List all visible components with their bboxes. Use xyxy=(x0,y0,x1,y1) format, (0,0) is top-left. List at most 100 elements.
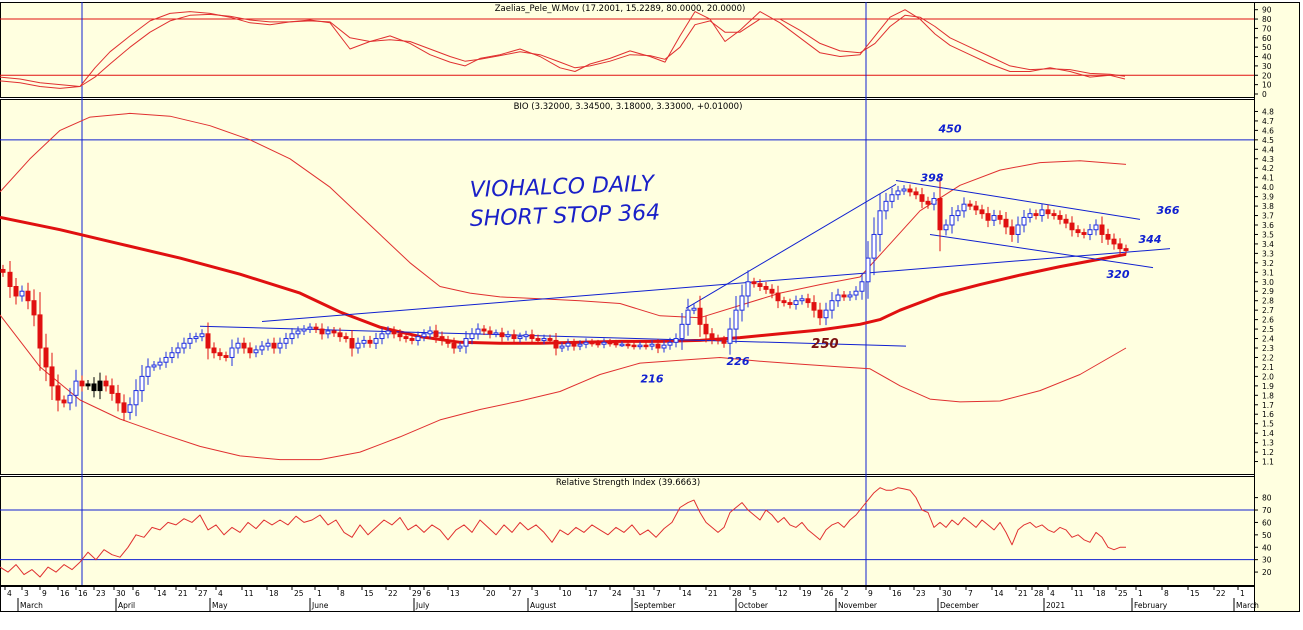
month-label: October xyxy=(738,601,769,610)
x-tick-label: 8 xyxy=(340,589,345,598)
candle-body xyxy=(937,198,943,231)
x-tick-label: 9 xyxy=(868,589,873,598)
candle-body xyxy=(715,338,721,341)
candle-body xyxy=(811,302,817,311)
candle-body xyxy=(847,294,853,298)
candle-body xyxy=(967,203,973,207)
y-tick-label: 70 xyxy=(1262,24,1272,33)
candle-body xyxy=(829,300,835,311)
candle-body xyxy=(631,344,637,348)
month-label: November xyxy=(838,601,878,610)
x-tick-label: 17 xyxy=(588,589,598,598)
candle-body xyxy=(769,288,775,294)
candle-body xyxy=(1069,222,1075,231)
candle-body xyxy=(733,309,739,330)
x-tick-label: 21 xyxy=(708,589,718,598)
candle-body xyxy=(1015,224,1021,235)
candle-body xyxy=(679,323,685,340)
x-tick-label: 22 xyxy=(1216,589,1226,598)
y-tick-label: 80 xyxy=(1262,494,1272,503)
candle-body xyxy=(157,361,163,366)
x-tick-label: 23 xyxy=(916,589,926,598)
candle-body xyxy=(373,338,379,344)
y-tick-label: 1.8 xyxy=(1262,391,1274,400)
trendline xyxy=(929,233,1154,269)
candle-body xyxy=(907,188,913,193)
candle-body xyxy=(745,281,751,297)
y-tick-label: 1.1 xyxy=(1262,458,1274,467)
candle-body xyxy=(721,339,727,344)
candle-body xyxy=(499,332,505,338)
x-tick-label: 7 xyxy=(656,589,661,598)
candle-body xyxy=(895,190,901,196)
candle-body xyxy=(301,328,307,332)
candle-body xyxy=(661,344,667,349)
oscillator-fast-line xyxy=(0,9,1126,89)
candle-body xyxy=(541,338,547,341)
candle-body xyxy=(607,341,613,345)
candle-body xyxy=(187,338,193,344)
candle-body xyxy=(439,336,445,341)
candle-body xyxy=(667,341,673,346)
y-tick-label: 4.8 xyxy=(1262,107,1274,116)
candle-body xyxy=(181,342,187,349)
candle-body xyxy=(397,333,403,338)
y-tick-label: 4.2 xyxy=(1262,164,1274,173)
candle-body xyxy=(235,342,241,349)
x-tick-label: 1 xyxy=(1138,589,1143,598)
rsi-panel-bg xyxy=(0,476,1255,586)
x-tick-label: 23 xyxy=(96,589,106,598)
candle-body xyxy=(841,294,847,298)
candle-body xyxy=(523,334,529,338)
y-tick-label: 3.5 xyxy=(1262,230,1274,239)
candle-body xyxy=(211,347,217,354)
candle-body xyxy=(571,342,577,347)
candle-body xyxy=(961,203,967,212)
candle-body xyxy=(925,200,931,205)
candle-body xyxy=(493,332,499,335)
y-tick-label: 3.6 xyxy=(1262,221,1274,230)
y-tick-label: 3.2 xyxy=(1262,259,1274,268)
candle-body xyxy=(91,383,97,392)
x-tick-label: 29 xyxy=(412,589,422,598)
candle-body xyxy=(787,302,793,305)
candle-body xyxy=(487,330,493,335)
x-tick-label: 25 xyxy=(1118,589,1128,598)
candle-body xyxy=(199,333,205,338)
candle-body xyxy=(409,338,415,341)
candle-body xyxy=(253,349,259,354)
price-annotation: 216 xyxy=(641,372,664,385)
y-tick-label: 2.0 xyxy=(1262,372,1274,381)
y-tick-label: 2.5 xyxy=(1262,325,1274,334)
candle-body xyxy=(61,399,67,404)
candle-body xyxy=(433,330,439,338)
candle-body xyxy=(793,300,799,305)
candle-body xyxy=(565,342,571,347)
candle-body xyxy=(79,380,85,387)
x-tick-label: 2 xyxy=(844,589,849,598)
candle-body xyxy=(943,224,949,231)
candle-body xyxy=(145,366,151,377)
y-tick-label: 2.6 xyxy=(1262,316,1274,325)
candle-body xyxy=(37,314,43,349)
x-tick-label: 28 xyxy=(732,589,742,598)
x-tick-label: 20 xyxy=(486,589,496,598)
candle-body xyxy=(673,338,679,343)
month-label: 2021 xyxy=(1046,601,1065,610)
candle-body xyxy=(739,295,745,311)
month-label: August xyxy=(530,601,556,610)
x-tick-label: 11 xyxy=(244,589,254,598)
y-tick-label: 50 xyxy=(1262,43,1272,52)
candle-body xyxy=(1063,218,1069,224)
candle-body xyxy=(229,347,235,358)
price-series xyxy=(0,112,1171,461)
candle-body xyxy=(115,392,121,404)
y-axis-ticks: 90807060504030201004.84.74.64.54.44.34.2… xyxy=(1254,6,1274,577)
candle-body xyxy=(553,339,559,349)
candle-body xyxy=(865,257,871,283)
x-tick-label: 26 xyxy=(824,589,834,598)
lower-band-line xyxy=(0,314,1127,461)
oscillator-series xyxy=(0,9,1126,89)
candle-body xyxy=(757,283,763,287)
y-tick-label: 3.8 xyxy=(1262,202,1274,211)
